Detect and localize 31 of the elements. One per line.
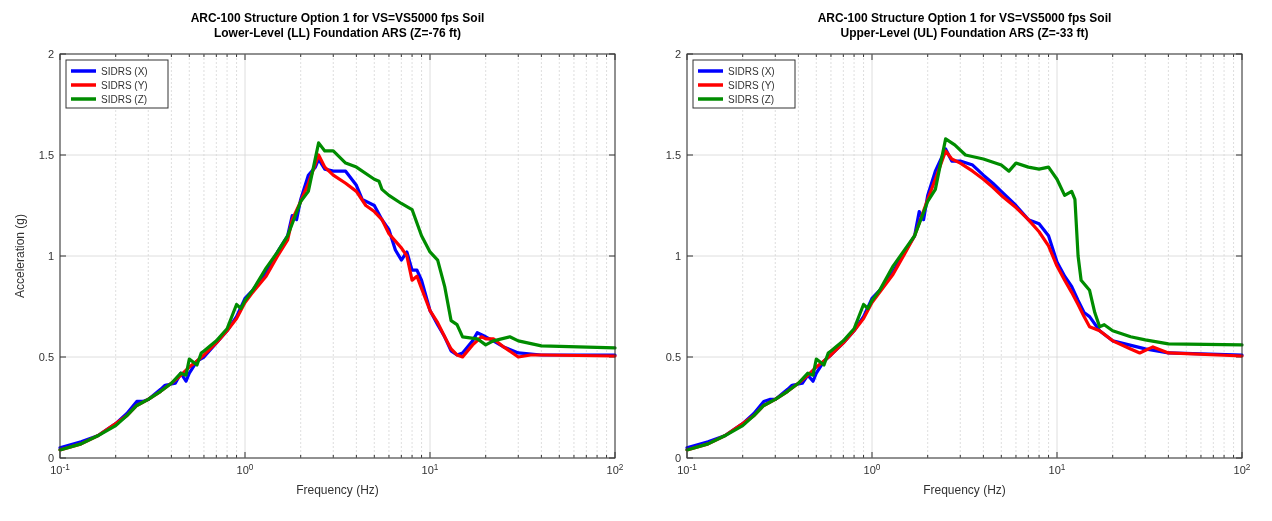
y-tick-label: 1 — [47, 250, 54, 262]
x-tick-label: 10$^{-1}$ — [677, 462, 698, 476]
chart-title: ARC-100 Structure Option 1 for VS=VS5000 fps Soil — [190, 11, 485, 25]
y-tick-label: 0 — [674, 452, 681, 464]
y-axis-title: Acceleration (g) — [13, 213, 27, 299]
y-tick-label: 0 — [47, 452, 54, 464]
y-tick-label: 0.5 — [665, 351, 681, 363]
y-tick-label: 0.5 — [38, 351, 54, 363]
chart-subtitle: Upper-Level (UL) Foundation ARS (Z=-33 ft) — [840, 26, 1089, 40]
legend-label: SIDRS (X) — [101, 66, 148, 77]
x-axis-title: Frequency (Hz) — [923, 483, 1006, 497]
x-tick-label: 10$^{1}$ — [421, 462, 439, 476]
y-tick-label: 1.5 — [38, 149, 54, 161]
x-tick-label: 10$^{1}$ — [1048, 462, 1066, 476]
y-tick-label: 2 — [47, 48, 54, 60]
y-tick-label: 1 — [674, 250, 681, 262]
legend-label: SIDRS (X) — [728, 66, 775, 77]
x-tick-label: 10$^{-1}$ — [50, 462, 71, 476]
x-tick-label: 10$^{0}$ — [236, 462, 254, 476]
x-axis-title: Frequency (Hz) — [296, 483, 379, 497]
legend-label: SIDRS (Z) — [101, 94, 148, 105]
chart-title: ARC-100 Structure Option 1 for VS=VS5000 fps Soil — [817, 11, 1112, 25]
y-tick-label: 1.5 — [665, 149, 681, 161]
x-tick-label: 10$^{2}$ — [606, 462, 624, 476]
x-tick-label: 10$^{2}$ — [1233, 462, 1251, 476]
legend-label: SIDRS (Z) — [728, 94, 775, 105]
y-tick-label: 2 — [674, 48, 681, 60]
x-tick-label: 10$^{0}$ — [863, 462, 881, 476]
legend-label: SIDRS (Y) — [101, 80, 148, 91]
legend-label: SIDRS (Y) — [728, 80, 775, 91]
chart-subtitle: Lower-Level (LL) Foundation ARS (Z=-76 ft) — [213, 26, 462, 40]
